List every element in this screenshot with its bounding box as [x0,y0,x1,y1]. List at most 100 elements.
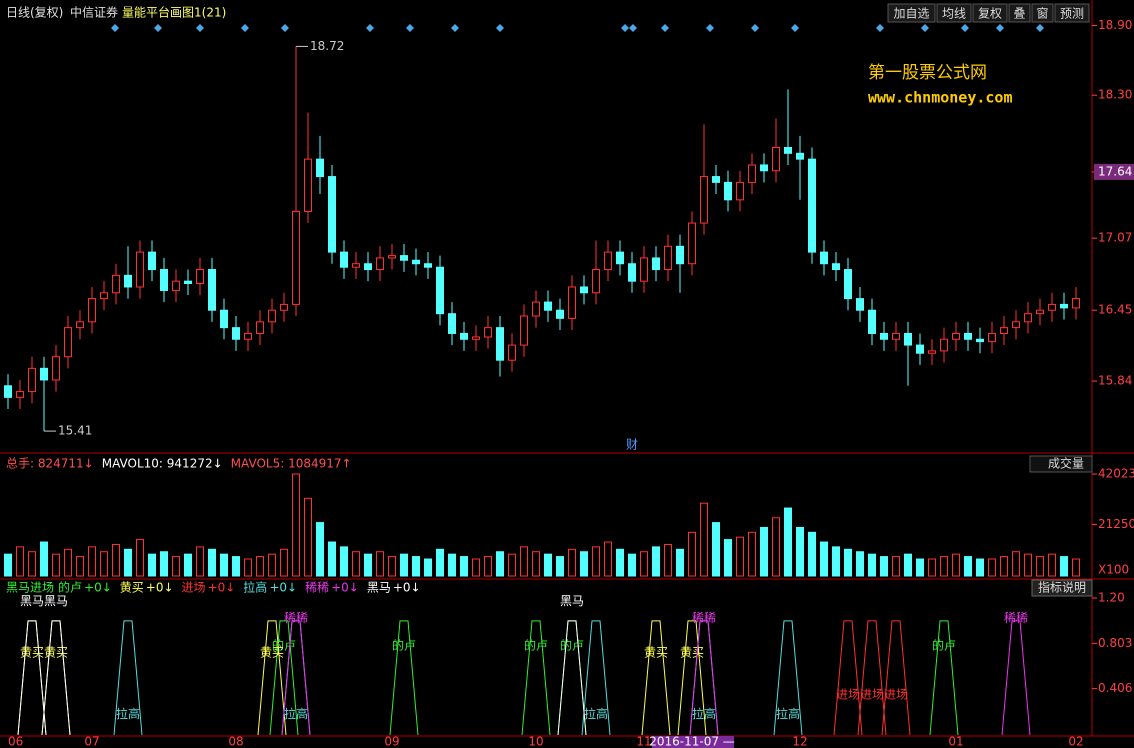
volume-bar [388,556,396,577]
signal-pulse [257,620,287,736]
legend-readout: +0↓ [269,581,297,595]
volume-bar [16,546,24,577]
info-marker[interactable] [154,24,162,32]
volume-bar [256,556,264,577]
toolbar-button-box[interactable] [887,3,936,23]
candle-body [352,263,360,268]
volume-bar [892,556,900,577]
y-tick-label: 18.30 [1098,88,1132,102]
toolbar-button[interactable]: 叠 [1013,7,1025,21]
signal-pulse [281,620,311,736]
signal-label: 黄买 [44,645,68,659]
info-marker[interactable] [621,24,629,32]
candle-body [232,327,240,340]
candle-body [664,245,672,271]
x-tick-label: 12 [792,735,807,748]
info-marker[interactable] [629,24,637,32]
toolbar-button-box[interactable] [1031,3,1054,23]
toolbar-button[interactable]: 预测 [1060,7,1084,21]
help-button[interactable]: 指标说明 [1038,580,1086,595]
candle-body [712,176,720,183]
volume-menu[interactable]: 成交量 [1048,456,1084,471]
volume-bar [436,548,444,577]
info-marker[interactable] [496,24,504,32]
signal-label: 进场 [884,688,908,702]
toolbar-button[interactable]: 加自选 [893,7,929,21]
volume-bar [112,543,120,577]
y-tick-label: 1.20 [1098,591,1125,605]
x-tick-label: 09 [384,735,399,748]
info-marker[interactable] [921,24,929,32]
volume-bar [472,558,480,577]
info-marker[interactable] [196,24,204,32]
volume-bar [628,553,636,577]
volume-bar [340,546,348,577]
signal-label: 黑马 [20,594,44,608]
volume-bar [64,548,72,577]
signal-label: 黄买 [260,645,284,659]
legend-readout: +0↓ [146,581,174,595]
legend-readout: +0↓ [331,581,359,595]
info-marker[interactable] [751,24,759,32]
volume-bar [652,546,660,577]
volume-bar [784,507,792,577]
signal-label: 拉高 [116,706,140,721]
candle-body [832,263,840,271]
volume-bar [832,546,840,577]
candle-body [244,332,252,340]
x-tick-label: 01 [948,735,963,748]
volume-bar [856,551,864,577]
volume-bar [76,556,84,577]
signal-label: 进场 [836,688,860,702]
volume-bar [280,548,288,577]
signal-title: 黑马进场 [6,581,54,595]
toolbar-button-box[interactable] [1008,3,1031,23]
candle-body [304,158,312,212]
candle-body [256,321,264,334]
volume-bar [904,553,912,577]
volume-bar [1000,556,1008,577]
signal-label: 拉高 [284,706,308,721]
info-marker[interactable] [1036,24,1044,32]
info-marker[interactable] [111,24,119,32]
toolbar-button[interactable]: 均线 [942,7,966,21]
toolbar-button-box[interactable] [1054,3,1090,23]
info-marker[interactable] [281,24,289,32]
info-marker[interactable] [366,24,374,32]
volume-bar [508,553,516,577]
volume-bar [976,558,984,577]
toolbar-button[interactable]: 窗 [1036,7,1048,21]
info-marker[interactable] [961,24,969,32]
candle-body [904,332,912,346]
candle-body [112,274,120,294]
y-tick-label: 0.406 [1098,681,1132,695]
event-marker[interactable]: 财 [626,438,638,452]
candle-body [556,309,564,319]
info-marker[interactable] [406,24,414,32]
info-marker[interactable] [876,24,884,32]
cursor-label: 2016-11-07 — [649,735,735,748]
volume-bar [556,556,564,577]
help-button-box[interactable] [1031,579,1093,597]
toolbar-button[interactable]: 复权 [978,7,1002,21]
volume-bar [532,551,540,577]
candle-body [676,245,684,265]
info-marker[interactable] [791,24,799,32]
toolbar-button-box[interactable] [972,3,1008,23]
candle-body [640,257,648,282]
signal-label: 拉高 [776,706,800,721]
candle-body [208,269,216,311]
info-marker[interactable] [241,24,249,32]
info-marker[interactable] [451,24,459,32]
info-marker[interactable] [996,24,1004,32]
signal-label: 拉高 [692,706,716,721]
volume-stat: MAVOL10: 941272↓ [102,457,223,471]
candle-body [388,255,396,259]
volume-menu-box[interactable] [1029,455,1093,473]
info-marker[interactable] [706,24,714,32]
toolbar-button-box[interactable] [936,3,972,23]
volume-bar [208,548,216,577]
volume-bar [100,551,108,577]
info-marker[interactable] [661,24,669,32]
